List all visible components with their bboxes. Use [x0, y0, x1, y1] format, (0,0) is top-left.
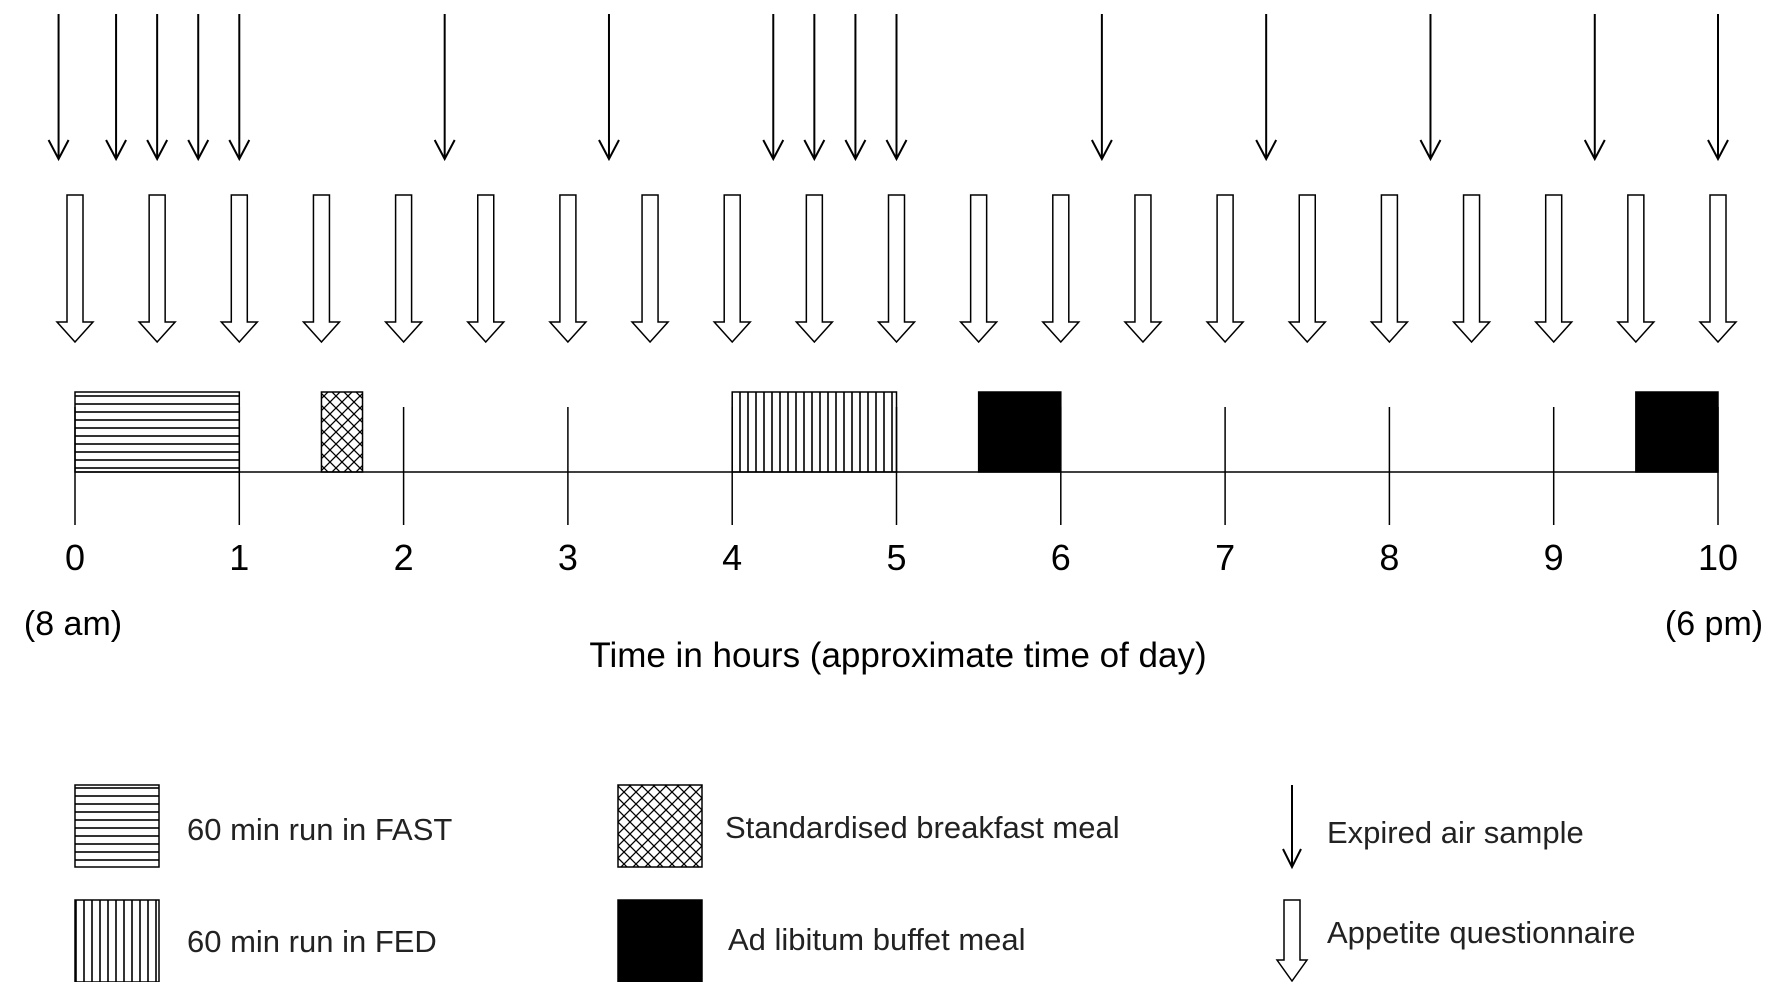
legend-swatch-buffet — [617, 899, 703, 983]
tick-label: 3 — [558, 537, 578, 578]
tick-label: 4 — [722, 537, 742, 578]
expired-air-arrow — [187, 14, 210, 162]
legend-appetite-arrow-icon — [1275, 899, 1309, 983]
expired-air-arrow — [433, 14, 456, 162]
tick-label: 9 — [1544, 537, 1564, 578]
appetite-questionnaire-arrow — [712, 194, 752, 344]
appetite-questionnaire-arrow — [1616, 194, 1656, 344]
appetite-questionnaire-arrow — [958, 194, 999, 344]
legend-label-appetite: Appetite questionnaire — [1327, 915, 1636, 950]
appetite-questionnaire-arrow — [55, 194, 95, 344]
legend-label-buffet: Ad libitum buffet meal — [728, 922, 1026, 957]
expired-air-arrow — [228, 14, 251, 162]
tick-label: 2 — [394, 537, 414, 578]
appetite-questionnaire-arrow — [466, 194, 506, 344]
expired-air-arrow — [146, 14, 169, 162]
appetite-questionnaire-arrow — [794, 194, 835, 344]
tick-label: 8 — [1379, 537, 1399, 578]
expired-air-arrow — [1707, 14, 1729, 162]
expired-air-arrow — [47, 14, 70, 162]
start-time-label: (8 am) — [24, 605, 122, 643]
appetite-questionnaire-arrow — [1041, 194, 1081, 344]
appetite-questionnaire-arrow — [1287, 194, 1327, 344]
appetite-questionnaire-arrow — [301, 194, 342, 344]
event-block-solid-black — [1635, 391, 1719, 473]
appetite-questionnaire-arrow — [630, 194, 670, 344]
event-block-vertical-lines — [731, 391, 898, 473]
appetite-questionnaire-arrow — [548, 194, 588, 344]
appetite-questionnaire-arrow — [383, 194, 424, 344]
tick-label: 5 — [886, 537, 906, 578]
expired-air-arrow — [598, 14, 620, 162]
legend-swatch-run-fast — [74, 784, 160, 868]
event-blocks — [74, 391, 1719, 473]
end-time-label: (6 pm) — [1665, 605, 1763, 643]
appetite-questionnaire-arrow — [219, 194, 259, 344]
legend-expired-air-arrow-icon — [1282, 785, 1302, 870]
legend-label-run-fast: 60 min run in FAST — [187, 812, 452, 847]
expired-air-arrow — [1090, 14, 1113, 162]
expired-air-arrow — [1419, 14, 1442, 162]
appetite-questionnaire-arrow — [1451, 194, 1492, 344]
event-block-solid-black — [977, 391, 1062, 473]
appetite-questionnaire-arrow — [876, 194, 917, 344]
tick-label: 10 — [1698, 537, 1738, 578]
legend: 60 min run in FAST 60 min run in FED Sta… — [74, 784, 1636, 983]
event-block-crosshatch — [320, 391, 364, 473]
legend-swatch-run-fed — [74, 899, 160, 983]
legend-swatch-breakfast — [617, 784, 703, 868]
expired-air-arrow — [1255, 14, 1278, 162]
expired-air-arrow — [105, 14, 127, 162]
appetite-questionnaire-arrow — [1534, 194, 1574, 344]
expired-air-arrow — [762, 14, 785, 162]
expired-air-arrow — [1583, 14, 1606, 162]
legend-label-run-fed: 60 min run in FED — [187, 924, 437, 959]
expired-air-arrow-row — [47, 14, 1729, 162]
expired-air-arrow — [803, 14, 826, 162]
tick-label: 1 — [229, 537, 249, 578]
appetite-questionnaire-arrow — [137, 194, 177, 344]
legend-label-breakfast: Standardised breakfast meal — [725, 810, 1120, 845]
axis-ticks — [74, 407, 1719, 525]
expired-air-arrow — [885, 14, 908, 162]
tick-label: 0 — [65, 537, 85, 578]
appetite-questionnaire-arrow — [1123, 194, 1163, 344]
appetite-questionnaire-arrow-row — [55, 194, 1738, 344]
appetite-questionnaire-arrow — [1698, 194, 1738, 344]
axis-title: Time in hours (approximate time of day) — [589, 636, 1206, 675]
axis-tick-labels: 0 1 2 3 4 5 6 7 8 9 10 — [65, 537, 1738, 578]
event-block-horizontal-lines — [74, 391, 241, 473]
tick-label: 7 — [1215, 537, 1235, 578]
appetite-questionnaire-arrow — [1369, 194, 1410, 344]
legend-label-expired-air: Expired air sample — [1327, 815, 1584, 850]
appetite-questionnaire-arrow — [1205, 194, 1245, 344]
expired-air-arrow — [844, 14, 867, 162]
tick-label: 6 — [1051, 537, 1071, 578]
